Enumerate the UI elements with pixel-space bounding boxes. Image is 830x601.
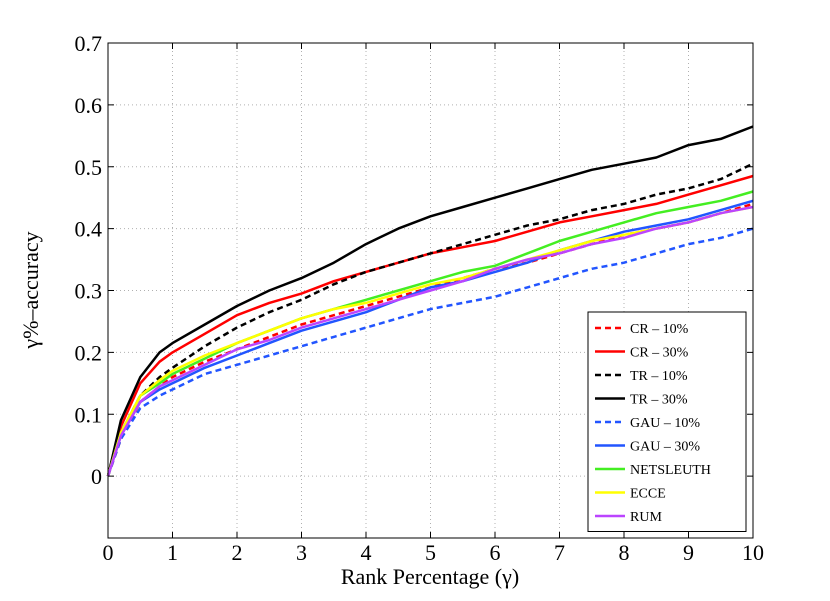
series-line (106, 162, 754, 477)
x-tick-label: 3 (296, 540, 307, 565)
legend-label: GAU – 10% (630, 416, 700, 431)
legend-label: ECCE (630, 487, 666, 502)
x-tick-label: 9 (683, 540, 694, 565)
series-line (106, 227, 754, 477)
legend: CR – 10% CR – 30% TR – 10% TR – 30% GAU – 10… (587, 311, 747, 532)
x-tick-label: 0 (103, 540, 114, 565)
x-tick-label: 4 (361, 540, 372, 565)
series-line (106, 125, 754, 477)
series-line (106, 205, 754, 477)
legend-label: TR – 30% (630, 393, 688, 408)
x-axis-label: Rank Percentage (γ) (341, 564, 519, 589)
y-tick-label: 0.2 (75, 340, 103, 365)
series-line (106, 202, 754, 477)
series-line (106, 205, 754, 477)
legend-label: GAU – 30% (630, 440, 700, 455)
x-tick-label: 7 (554, 540, 565, 565)
legend-box (587, 311, 747, 532)
x-tick-label: 10 (742, 540, 764, 565)
x-tick-label: 1 (167, 540, 178, 565)
x-tick-label: 8 (619, 540, 630, 565)
x-tick-label: 6 (490, 540, 501, 565)
legend-label: NETSLEUTH (630, 463, 711, 478)
x-tick-label: 5 (425, 540, 436, 565)
y-tick-label: 0.4 (75, 217, 103, 242)
x-tick-label: 2 (232, 540, 243, 565)
y-tick-label: 0.6 (75, 93, 103, 118)
y-tick-label: 0.7 (75, 31, 103, 56)
legend-label: TR – 10% (630, 369, 688, 384)
series-line (106, 190, 754, 477)
legend-label: RUM (630, 510, 662, 525)
legend-label: CR – 30% (630, 346, 689, 361)
y-tick-label: 0.5 (75, 155, 103, 180)
y-axis-label: γ%–accuracy (18, 231, 43, 349)
y-tick-label: 0 (91, 464, 102, 489)
y-tick-label: 0.1 (75, 402, 103, 427)
series-group (106, 125, 754, 477)
y-tick-label: 0.3 (75, 279, 103, 304)
legend-label: CR – 10% (630, 322, 689, 337)
axis-ticks: 0 1 2 3 4 5 6 7 8 9 10 0 0.1 0.2 0.3 0.4 0.5 0.6 0.7 (75, 31, 765, 565)
